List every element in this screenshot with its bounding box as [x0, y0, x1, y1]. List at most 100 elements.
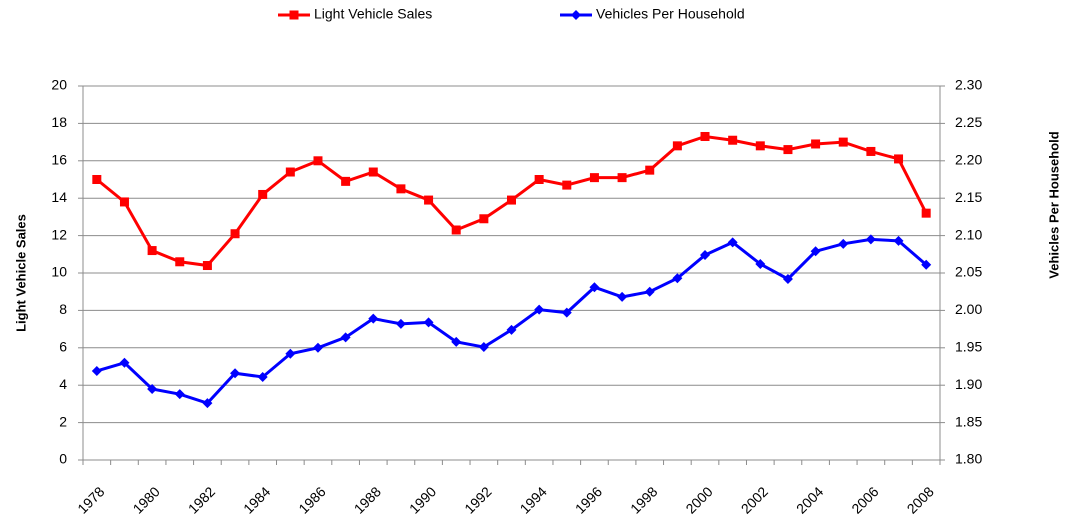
- marker: [230, 229, 240, 239]
- marker: [341, 176, 351, 186]
- y-tick-label: 4: [59, 376, 67, 392]
- marker: [893, 235, 904, 246]
- marker: [562, 180, 572, 190]
- y2-tick-label: 1.85: [955, 413, 982, 429]
- y2-tick-label: 2.25: [955, 114, 982, 130]
- marker: [451, 225, 461, 235]
- x-tick-label: 2008: [904, 483, 937, 516]
- marker: [921, 208, 931, 218]
- marker: [921, 259, 932, 270]
- x-tick-label: 1994: [517, 483, 550, 516]
- marker: [313, 156, 323, 166]
- marker: [479, 214, 489, 224]
- x-tick-label: 1998: [627, 483, 660, 516]
- x-tick-label: 2004: [793, 483, 826, 516]
- x-tick-label: 1988: [351, 483, 384, 516]
- marker: [589, 282, 600, 293]
- marker: [782, 273, 793, 284]
- marker: [571, 10, 581, 20]
- marker: [700, 250, 711, 261]
- marker: [423, 317, 434, 328]
- marker: [119, 357, 130, 368]
- y2-tick-label: 2.30: [955, 77, 982, 93]
- marker: [230, 368, 241, 379]
- marker: [534, 304, 545, 315]
- marker: [312, 342, 323, 353]
- marker: [174, 389, 185, 400]
- x-tick-label: 2000: [682, 483, 715, 516]
- marker: [289, 10, 299, 20]
- marker: [202, 398, 213, 409]
- series-line: [96, 237, 928, 405]
- y-tick-label: 18: [51, 114, 67, 130]
- marker: [866, 146, 876, 156]
- marker: [645, 165, 655, 175]
- y2-tick-label: 1.95: [955, 339, 982, 355]
- y-tick-label: 2: [59, 413, 67, 429]
- legend-label: Light Vehicle Sales: [314, 6, 432, 22]
- marker: [258, 189, 268, 199]
- marker: [838, 137, 848, 147]
- y2-tick-label: 2.15: [955, 189, 982, 205]
- marker: [91, 365, 102, 376]
- y-tick-label: 12: [51, 226, 67, 242]
- marker: [451, 336, 462, 347]
- marker: [894, 154, 904, 164]
- marker: [700, 131, 710, 141]
- marker: [92, 175, 102, 184]
- y-tick-label: 6: [59, 339, 67, 355]
- y-tick-label: 8: [59, 301, 67, 317]
- marker: [561, 307, 572, 318]
- marker: [644, 286, 655, 297]
- y-tick-label: 10: [51, 264, 67, 280]
- marker: [727, 237, 738, 248]
- marker: [811, 139, 821, 149]
- marker: [368, 167, 378, 177]
- y-tick-label: 14: [51, 189, 67, 205]
- marker: [838, 238, 849, 249]
- y-axis-title: Light Vehicle Sales: [13, 214, 28, 332]
- marker: [147, 383, 158, 394]
- y2-tick-label: 2.20: [955, 152, 982, 168]
- y2-tick-label: 1.80: [955, 451, 982, 467]
- y2-axis-title: Vehicles Per Household: [1046, 131, 1061, 278]
- marker: [424, 195, 434, 205]
- marker: [119, 197, 129, 207]
- marker: [534, 175, 544, 184]
- y2-tick-label: 1.90: [955, 376, 982, 392]
- marker: [395, 318, 406, 329]
- x-tick-label: 1996: [572, 483, 605, 516]
- x-tick-label: 1986: [295, 483, 328, 516]
- marker: [147, 246, 157, 256]
- marker: [478, 342, 489, 353]
- marker: [285, 348, 296, 359]
- marker: [506, 324, 517, 335]
- marker: [755, 259, 766, 270]
- marker: [810, 246, 821, 257]
- y-tick-label: 20: [51, 77, 67, 93]
- marker: [865, 234, 876, 245]
- y2-tick-label: 2.05: [955, 264, 982, 280]
- marker: [396, 184, 406, 194]
- marker: [672, 141, 682, 151]
- marker: [617, 173, 627, 183]
- legend-label: Vehicles Per Household: [596, 6, 745, 22]
- marker: [202, 261, 212, 271]
- y-tick-label: 16: [51, 152, 67, 168]
- marker: [340, 332, 351, 343]
- marker: [728, 135, 738, 145]
- y-tick-label: 0: [59, 451, 67, 467]
- marker: [175, 257, 185, 267]
- y2-tick-label: 2.00: [955, 301, 982, 317]
- marker: [257, 371, 268, 382]
- marker: [507, 195, 516, 205]
- x-tick-label: 1984: [240, 483, 273, 516]
- marker: [285, 167, 295, 177]
- y2-tick-label: 2.10: [955, 226, 982, 242]
- x-tick-label: 1982: [185, 483, 218, 516]
- marker: [672, 273, 683, 284]
- marker: [368, 313, 379, 324]
- marker: [617, 291, 628, 302]
